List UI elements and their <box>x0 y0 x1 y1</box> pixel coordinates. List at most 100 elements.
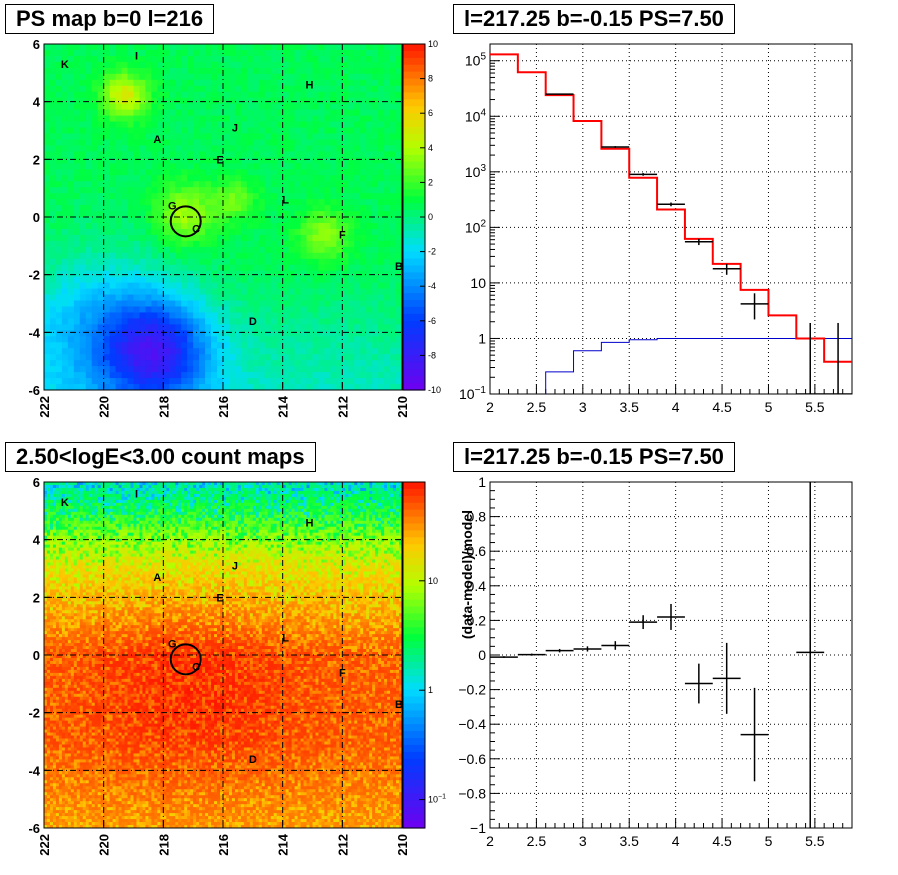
x-tick-label: 3 <box>579 833 587 849</box>
source-label: G <box>168 638 177 650</box>
count-map-cells <box>44 482 402 828</box>
y-tick-label: 6 <box>33 475 40 490</box>
x-tick-label: 2.5 <box>527 833 547 849</box>
colorbar-frame <box>402 481 426 829</box>
y-tick-label: 0.6 <box>467 543 487 559</box>
y-tick-label: 0.2 <box>467 612 487 628</box>
y-tick-label: 4 <box>33 95 41 110</box>
y-tick-label: 0.4 <box>467 578 487 594</box>
y-tick-label: 6 <box>33 37 40 52</box>
count-colorbar: 10 1 10−1 <box>402 481 446 829</box>
y-tick-label: −0.4 <box>458 716 486 732</box>
source-label: D <box>249 316 257 328</box>
ps-map-title: PS map b=0 l=216 <box>5 4 215 34</box>
source-label: H <box>306 79 314 91</box>
y-tick-label: 0.8 <box>467 509 487 525</box>
y-tick-label: 2 <box>33 590 40 605</box>
x-tick-label: 222 <box>37 834 52 856</box>
y-tick-label: -2 <box>28 706 40 721</box>
y-tick-label: -6 <box>28 383 40 398</box>
residual-title: l=217.25 b=-0.15 PS=7.50 <box>453 442 735 472</box>
y-tick-label: 104 <box>465 107 487 124</box>
source-label: C <box>192 662 200 674</box>
y-tick-label: −1 <box>470 820 486 836</box>
residual-grid <box>490 482 852 828</box>
y-tick-label: 102 <box>465 218 487 235</box>
source-label: F <box>339 667 346 679</box>
x-tick-label: 4 <box>672 833 680 849</box>
x-tick-label: 212 <box>335 834 350 856</box>
x-tick-label: 5 <box>765 399 773 415</box>
source-label: E <box>216 154 223 166</box>
spectrum-title: l=217.25 b=-0.15 PS=7.50 <box>453 4 735 34</box>
y-tick-label: 10−1 <box>459 385 486 402</box>
colorbar-tick-label: 6 <box>428 108 433 118</box>
x-tick-label: 5.5 <box>805 399 825 415</box>
x-tick-label: 2.5 <box>527 399 547 415</box>
y-tick-label: 103 <box>465 163 487 180</box>
total-model-line <box>490 53 852 363</box>
x-tick-label: 4.5 <box>712 833 732 849</box>
x-tick-label: 4.5 <box>712 399 732 415</box>
source-label: K <box>61 59 69 71</box>
y-tick-label: -4 <box>28 763 40 778</box>
source-label: H <box>306 517 314 529</box>
source-label: B <box>395 261 403 273</box>
count-map-title: 2.50<logE<3.00 count maps <box>5 442 316 472</box>
ps-map-cells <box>44 44 402 390</box>
background-model-line <box>545 337 852 394</box>
source-label: I <box>135 51 138 63</box>
source-label: L <box>282 633 289 645</box>
ps-colorbar: 10 8 6 4 2 0 -2 -4 -6 -8 -10 <box>402 39 441 395</box>
source-label: J <box>232 123 238 135</box>
source-label: D <box>249 754 257 766</box>
x-tick-label: 220 <box>97 834 112 856</box>
x-tick-label: 220 <box>97 396 112 418</box>
x-tick-label: 4 <box>672 399 680 415</box>
y-tick-label: −0.8 <box>458 785 486 801</box>
colorbar-tick-label: -10 <box>428 385 441 395</box>
colorbar-tick-label: 2 <box>428 177 433 187</box>
spectrum-grid <box>490 44 852 394</box>
source-label: K <box>61 497 69 509</box>
colorbar-tick-label: 4 <box>428 143 433 153</box>
source-circle <box>169 205 202 238</box>
x-tick-label: 222 <box>37 396 52 418</box>
y-tick-label: 0 <box>478 647 486 663</box>
x-tick-label: 2 <box>486 399 494 415</box>
y-tick-label: −0.6 <box>458 751 486 767</box>
colorbar-tick-label: -8 <box>428 350 436 360</box>
colorbar-tick-label: 10 <box>428 576 438 586</box>
source-circle <box>169 643 202 676</box>
colorbar-tick-label: 10−1 <box>428 794 446 805</box>
source-label: A <box>153 134 161 146</box>
source-label: G <box>168 200 177 212</box>
spectrum-plot <box>490 53 852 394</box>
x-tick-label: 218 <box>156 396 171 418</box>
x-tick-label: 3 <box>579 399 587 415</box>
source-label: J <box>232 561 238 573</box>
source-label: C <box>192 224 200 236</box>
x-tick-label: 210 <box>395 834 410 856</box>
map-grid <box>44 44 402 390</box>
x-tick-label: 214 <box>276 833 291 855</box>
colorbar-tick-label: 10 <box>428 39 438 49</box>
y-tick-label: 10 <box>470 275 486 291</box>
x-tick-label: 5 <box>765 833 773 849</box>
x-tick-label: 3.5 <box>619 399 639 415</box>
y-tick-label: 1 <box>478 330 486 346</box>
colorbar-tick-label: -6 <box>428 316 436 326</box>
y-tick-label: 1 <box>478 474 486 490</box>
colorbar-tick-label: 0 <box>428 212 433 222</box>
colorbar-tick-label: 8 <box>428 74 433 84</box>
colorbar-tick-label: -4 <box>428 281 436 291</box>
residual-panel: 2 2.5 3 3.5 4 4.5 5 5.5 1 0.8 0.6 0.4 0.2 0 −0.2 −0.4 −0… <box>458 474 853 849</box>
residual-plot <box>490 482 825 828</box>
x-tick-label: 3.5 <box>619 833 639 849</box>
y-tick-label: −0.2 <box>458 682 486 698</box>
x-tick-label: 216 <box>216 396 231 418</box>
x-tick-label: 214 <box>276 395 291 417</box>
x-tick-label: 5.5 <box>805 833 825 849</box>
